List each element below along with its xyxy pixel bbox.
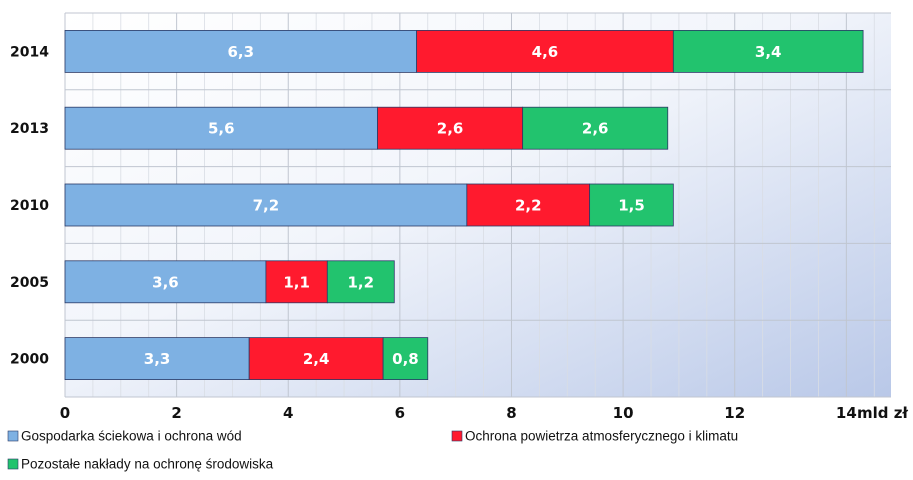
legend-swatch: [451, 430, 463, 442]
bar-value-label: 2,6: [582, 120, 609, 138]
x-tick-label: 14: [836, 404, 857, 422]
bar-segment: [522, 106, 669, 150]
bar-value-label: 3,4: [755, 43, 782, 61]
bar-segment: [64, 106, 378, 150]
x-axis-ticks: 0 2 4 6 8 10 12 14: [60, 404, 857, 422]
x-tick-label: 12: [724, 404, 745, 422]
bar-value-label: 2,4: [303, 350, 330, 368]
x-axis-label: mld zł: [857, 404, 908, 422]
legend: Gospodarka ściekowa i ochrona wód Ochrona…: [7, 429, 738, 472]
category-labels: 2014 2013 2010 2005 2000: [10, 44, 49, 367]
bar-value-label: 5,6: [208, 120, 235, 138]
legend-item: Pozostałe nakłady na ochronę środowiska: [7, 457, 274, 472]
bar-segment: [589, 183, 674, 227]
bar-value-label: 3,6: [152, 273, 179, 291]
bar-value-label: 3,3: [144, 350, 171, 368]
legend-item: Ochrona powietrza atmosferycznego i klim…: [451, 429, 738, 444]
bar-segment: [64, 183, 468, 227]
x-tick-label: 8: [506, 404, 516, 422]
x-tick-label: 0: [60, 404, 70, 422]
legend-item: Gospodarka ściekowa i ochrona wód: [7, 429, 242, 444]
category-label: 2014: [10, 44, 49, 60]
bar-segment: [64, 29, 418, 73]
legend-label: Ochrona powietrza atmosferycznego i klim…: [465, 429, 738, 444]
x-tick-label: 2: [171, 404, 181, 422]
category-label: 2010: [10, 198, 49, 214]
bar-value-label: 6,3: [228, 43, 255, 61]
x-tick-label: 6: [395, 404, 405, 422]
bar-segment: [672, 29, 864, 73]
bar-value-label: 4,6: [532, 43, 559, 61]
bar-value-label: 1,5: [618, 197, 645, 215]
bar-segment: [248, 337, 384, 381]
bar-segment: [326, 260, 395, 304]
bar-segment: [382, 337, 429, 381]
bar-value-label: 7,2: [253, 197, 280, 215]
bar-value-label: 2,6: [437, 120, 464, 138]
legend-label: Pozostałe nakłady na ochronę środowiska: [21, 457, 274, 472]
bar-segment: [377, 106, 524, 150]
category-label: 2005: [10, 275, 49, 291]
bar-value-label: 0,8: [392, 350, 419, 368]
bar-segment: [466, 183, 591, 227]
bar-value-label: 2,2: [515, 197, 542, 215]
legend-swatch: [7, 430, 19, 442]
bar-segment: [265, 260, 328, 304]
legend-label: Gospodarka ściekowa i ochrona wód: [21, 429, 242, 444]
bar-segment: [64, 260, 267, 304]
legend-swatch: [7, 458, 19, 470]
category-label: 2000: [10, 352, 49, 368]
bar-segment: [64, 337, 250, 381]
x-tick-label: 4: [283, 404, 293, 422]
x-tick-label: 10: [613, 404, 634, 422]
bars: 6,3 4,6 3,4 5,6 2,6 2,6 7,2 2,2 1,5 3,6 1,1 1,2 3,3 2…: [64, 29, 864, 381]
bar-value-label: 1,2: [348, 273, 375, 291]
bar-segment: [416, 29, 674, 73]
bar-value-label: 1,1: [283, 273, 310, 291]
category-label: 2013: [10, 121, 49, 137]
